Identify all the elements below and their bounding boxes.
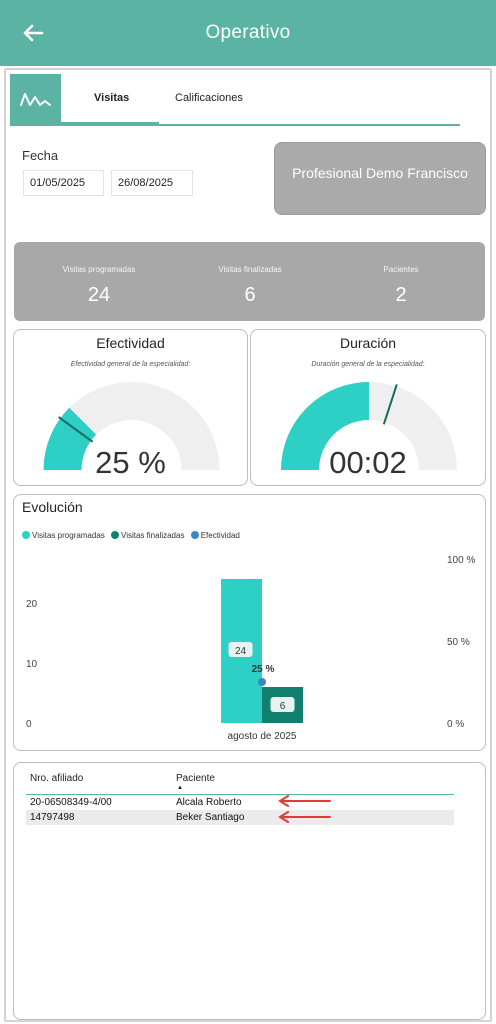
table-row[interactable]: 20-06508349-4/00 Alcala Roberto [26, 795, 454, 810]
red-arrow-annotation [278, 795, 331, 807]
gauge-value: 00:02 [329, 445, 407, 480]
y2-axis-tick-label: 0 % [447, 719, 464, 730]
data-label-finalizadas: 6 [270, 697, 295, 712]
legend-swatch [111, 531, 120, 539]
date-from-input[interactable]: 01/05/2025 [23, 170, 104, 196]
legend-swatch [190, 531, 199, 539]
x-axis-category-label: agosto de 2025 [228, 731, 297, 742]
patients-table-card: Nro. afiliado Paciente ▲ 20-06508349-4/0… [13, 762, 486, 1020]
professional-selector[interactable]: Profesional Demo Francisco [274, 142, 486, 215]
chart-title: Evolución [22, 499, 83, 515]
wave-logo-icon [20, 93, 51, 106]
gauge-subtitle: Duración general de la especialidad: [311, 361, 425, 368]
kpi-value: 6 [244, 284, 256, 306]
tab-visitas[interactable]: Visitas [94, 92, 130, 104]
gauge-fill [281, 382, 369, 470]
cell-afiliado: 20-06508349-4/00 [30, 797, 112, 808]
gauge-target-marker [58, 416, 94, 443]
efectividad-gauge [43, 382, 220, 470]
date-filter-label: Fecha [22, 148, 59, 163]
y2-axis-tick-label: 100 % [447, 555, 475, 566]
svg-text:24: 24 [235, 646, 247, 657]
point-efectividad[interactable] [258, 678, 266, 686]
tab-calificaciones[interactable]: Calificaciones [175, 92, 243, 104]
gauge-title: Efectividad [96, 335, 165, 351]
gauge-target-marker [382, 384, 398, 425]
y-axis-tick-label: 10 [26, 659, 38, 670]
evolucion-chart-card: Evolución Visitas programadas Visitas fi… [13, 494, 486, 751]
table-row[interactable]: 14797498 Beker Santiago [26, 810, 454, 825]
cell-afiliado: 14797498 [30, 812, 75, 823]
cell-paciente: Alcala Roberto [176, 797, 242, 808]
sort-ascending-icon[interactable]: ▲ [177, 785, 183, 791]
legend-label: Visitas finalizadas [121, 531, 185, 540]
y-axis-tick-label: 0 [26, 719, 32, 730]
tab-bar [10, 74, 460, 126]
page-title: Operativo [205, 22, 291, 43]
kpi-value: 24 [87, 284, 111, 306]
kpi-summary-bar: Visitas programadas 24 Visitas finalizad… [14, 242, 485, 321]
kpi-label: Pacientes [383, 265, 419, 274]
date-to-input[interactable]: 26/08/2025 [111, 170, 193, 196]
legend-item[interactable]: Visitas finalizadas [111, 531, 184, 540]
efectividad-gauge-card: Efectividad Efectividad general de la es… [13, 329, 248, 486]
legend-item[interactable]: Efectividad [190, 531, 240, 540]
kpi-label: Visitas finalizadas [218, 265, 282, 274]
column-header-paciente[interactable]: Paciente [176, 773, 215, 784]
duracion-gauge [281, 382, 457, 470]
data-label-programadas: 24 [228, 642, 253, 657]
kpi-label: Visitas programadas [62, 265, 136, 274]
legend-swatch [22, 531, 30, 539]
evolucion-chart: 0 10 20 0 % 50 % 100 % 24 6 25 % agosto de 2025 [26, 555, 475, 742]
red-arrow-annotation [278, 811, 331, 823]
column-header-afiliado[interactable]: Nro. afiliado [30, 773, 84, 784]
app-logo [10, 74, 61, 124]
cell-paciente: Beker Santiago [176, 812, 245, 823]
kpi-value: 2 [395, 284, 407, 306]
data-label-efectividad: 25 % [252, 664, 275, 675]
table-header-divider [26, 794, 454, 795]
chart-legend: Visitas programadas Visitas finalizadas … [22, 531, 244, 540]
y-axis-tick-label: 20 [26, 599, 38, 610]
svg-text:6: 6 [280, 701, 286, 712]
legend-item[interactable]: Visitas programadas [22, 531, 105, 540]
gauge-title: Duración [339, 335, 397, 351]
legend-label: Visitas programadas [32, 531, 105, 540]
gauge-subtitle: Efectividad general de la especialidad: [70, 361, 191, 368]
active-tab-indicator [61, 122, 159, 125]
gauge-fill [43, 407, 97, 470]
back-arrow-icon[interactable] [18, 18, 48, 48]
y2-axis-tick-label: 50 % [447, 637, 470, 648]
app-bar: Operativo [0, 0, 496, 66]
gauge-value: 25 % [95, 445, 166, 480]
gauge-track [43, 382, 220, 470]
duracion-gauge-card: Duración Duración general de la especial… [250, 329, 486, 486]
legend-label: Efectividad [200, 531, 240, 540]
